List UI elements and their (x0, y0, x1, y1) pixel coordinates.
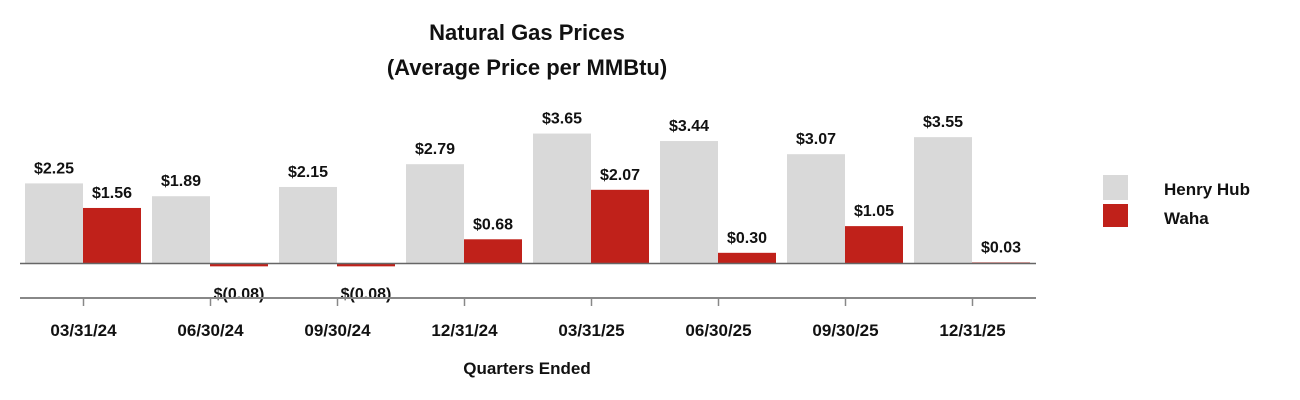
x-tick-label-0: 03/31/24 (50, 321, 117, 340)
chart-subtitle: (Average Price per MMBtu) (387, 55, 667, 80)
bar-waha-2 (337, 263, 395, 267)
legend-swatch-henry-hub (1103, 175, 1128, 200)
x-tick-label-6: 09/30/25 (812, 321, 878, 340)
bar-henry-hub-2 (279, 186, 337, 264)
data-label-waha-1: $(0.08) (214, 286, 265, 303)
data-label-henry-hub-3: $2.79 (415, 141, 455, 158)
bar-waha-5 (718, 252, 776, 264)
bar-henry-hub-1 (152, 196, 210, 264)
bar-henry-hub-7 (914, 137, 972, 264)
data-label-henry-hub-4: $3.65 (542, 111, 582, 128)
data-label-waha-5: $0.30 (727, 230, 767, 247)
bar-henry-hub-3 (406, 164, 464, 264)
legend-label-henry-hub: Henry Hub (1164, 180, 1250, 199)
bar-waha-0 (83, 207, 141, 264)
data-label-waha-7: $0.03 (981, 239, 1021, 256)
bar-henry-hub-5 (660, 141, 718, 264)
bar-waha-3 (464, 239, 522, 264)
legend-label-waha: Waha (1164, 209, 1209, 228)
bar-waha-6 (845, 226, 903, 264)
data-label-waha-4: $2.07 (600, 167, 640, 184)
data-label-henry-hub-5: $3.44 (669, 118, 709, 135)
x-tick-label-5: 06/30/25 (685, 321, 751, 340)
bar-henry-hub-4 (533, 133, 591, 264)
data-label-waha-2: $(0.08) (341, 286, 392, 303)
bar-waha-1 (210, 263, 268, 267)
x-tick-label-4: 03/31/25 (558, 321, 624, 340)
x-tick-label-3: 12/31/24 (431, 321, 498, 340)
chart-title: Natural Gas Prices (429, 20, 625, 45)
data-label-henry-hub-7: $3.55 (923, 114, 963, 131)
x-axis-label: Quarters Ended (463, 359, 591, 378)
data-label-henry-hub-0: $2.25 (34, 160, 74, 177)
plot-area: $2.25 $1.56 $1.89 $(0.08) $2.15 $(0.08) $2.79 $… (25, 111, 1030, 303)
data-label-henry-hub-2: $2.15 (288, 164, 328, 181)
data-label-waha-3: $0.68 (473, 216, 513, 233)
x-axis-ticks: 03/31/24 06/30/24 09/30/24 12/31/24 03/31/25… (50, 298, 1006, 340)
data-label-henry-hub-1: $1.89 (161, 173, 201, 190)
bar-henry-hub-0 (25, 183, 83, 264)
bar-henry-hub-6 (787, 154, 845, 264)
data-label-waha-6: $1.05 (854, 203, 894, 220)
data-label-waha-0: $1.56 (92, 185, 132, 202)
bar-waha-4 (591, 189, 649, 264)
x-tick-label-7: 12/31/25 (939, 321, 1005, 340)
x-tick-label-1: 06/30/24 (177, 321, 244, 340)
data-label-henry-hub-6: $3.07 (796, 131, 836, 148)
legend-swatch-waha (1103, 204, 1128, 227)
legend: Henry Hub Waha (1103, 175, 1250, 228)
x-tick-label-2: 09/30/24 (304, 321, 371, 340)
